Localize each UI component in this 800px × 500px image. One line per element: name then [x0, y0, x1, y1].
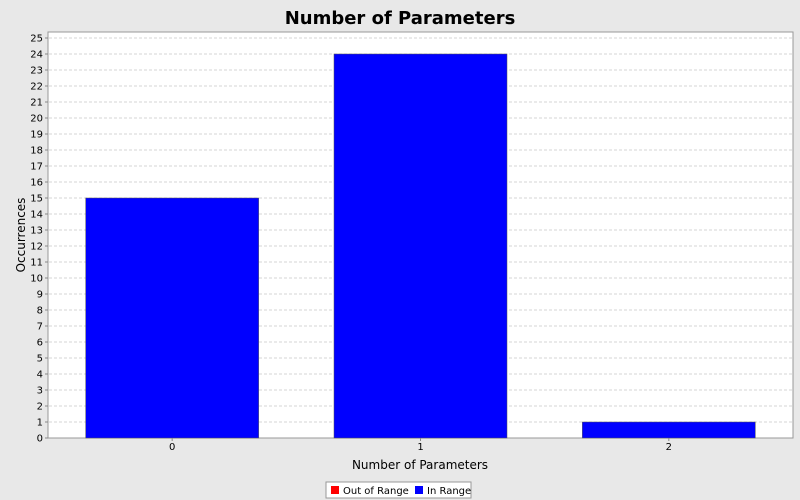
legend: Out of Range In Range: [325, 481, 472, 499]
y-tick-label: 6: [37, 338, 43, 349]
y-tick-label: 10: [30, 274, 43, 285]
y-tick-label: 2: [37, 402, 43, 413]
legend-box: [325, 481, 472, 499]
y-tick-label: 21: [30, 98, 43, 109]
y-tick-label: 23: [30, 66, 43, 77]
y-tick-label: 24: [30, 50, 43, 61]
y-tick-label: 20: [30, 114, 43, 125]
y-tick-label: 9: [37, 290, 43, 301]
y-axis-ticks: 0123456789101112131415161718192021222324…: [30, 34, 48, 445]
bar-2: [582, 421, 756, 439]
y-tick-label: 17: [30, 162, 43, 173]
y-tick-label: 15: [30, 194, 43, 205]
bar-1: [333, 53, 508, 439]
legend-label-out-of-range: Out of Range: [343, 486, 409, 497]
legend-swatch-in-range: [415, 486, 423, 494]
y-axis-label: Occurrences: [14, 198, 28, 273]
legend-label-in-range: In Range: [427, 486, 471, 497]
y-tick-label: 16: [30, 178, 43, 189]
y-tick-label: 19: [30, 130, 43, 141]
y-tick-label: 5: [37, 354, 43, 365]
y-tick-label: 11: [30, 258, 43, 269]
x-tick-label: 1: [417, 442, 423, 453]
y-tick-label: 22: [30, 82, 43, 93]
y-tick-label: 25: [30, 34, 43, 45]
y-tick-label: 7: [37, 322, 43, 333]
x-axis-ticks: 0 1 2: [169, 438, 672, 453]
x-tick-label: 0: [169, 442, 175, 453]
y-tick-label: 14: [30, 210, 43, 221]
x-axis-label: Number of Parameters: [352, 458, 488, 472]
y-tick-label: 13: [30, 226, 43, 237]
y-tick-label: 0: [37, 434, 43, 445]
y-tick-label: 8: [37, 306, 43, 317]
y-tick-label: 3: [37, 386, 43, 397]
y-tick-label: 12: [30, 242, 43, 253]
legend-swatch-out-of-range: [331, 486, 339, 494]
chart-title: Number of Parameters: [285, 8, 516, 29]
y-tick-label: 1: [37, 418, 43, 429]
bars: [85, 53, 756, 439]
bar-0: [85, 197, 259, 439]
x-tick-label: 2: [666, 442, 672, 453]
y-tick-label: 18: [30, 146, 43, 157]
y-tick-label: 4: [37, 370, 43, 381]
